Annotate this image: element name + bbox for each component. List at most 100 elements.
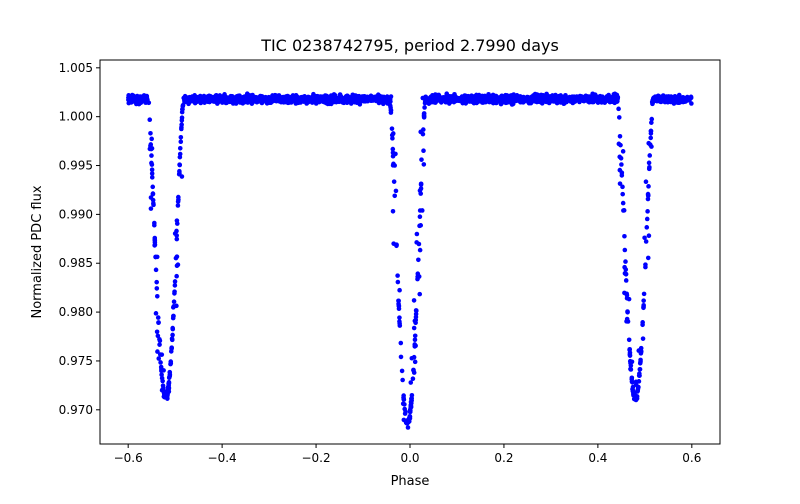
data-point — [147, 117, 153, 123]
data-point — [469, 97, 475, 103]
data-point — [631, 396, 637, 402]
data-point — [154, 279, 159, 285]
data-point — [149, 162, 155, 167]
data-point — [154, 329, 160, 335]
x-tick-label: −0.4 — [208, 451, 237, 465]
data-point — [647, 153, 653, 158]
data-point — [153, 267, 159, 273]
data-points-layer — [126, 91, 694, 430]
data-point — [645, 193, 651, 198]
data-point — [157, 342, 162, 347]
data-point — [176, 194, 181, 200]
data-point — [623, 278, 629, 283]
data-point — [180, 107, 185, 112]
data-point — [586, 99, 592, 105]
data-point — [356, 93, 362, 99]
data-point — [457, 96, 463, 102]
data-point — [398, 340, 404, 346]
data-point — [395, 273, 400, 278]
data-point — [152, 243, 157, 248]
data-point — [390, 153, 396, 159]
data-point — [626, 337, 632, 343]
data-point — [640, 320, 645, 325]
data-point — [630, 384, 636, 390]
x-tick-label: 0.2 — [494, 451, 513, 465]
y-tick-label: 0.970 — [59, 403, 93, 417]
data-point — [129, 92, 135, 98]
data-point — [392, 193, 398, 199]
data-point — [484, 99, 489, 104]
data-point — [174, 254, 180, 259]
data-point — [149, 167, 155, 172]
plot-frame — [99, 59, 721, 445]
data-point — [598, 97, 604, 102]
data-point — [256, 98, 262, 103]
data-point — [305, 100, 310, 105]
data-point — [393, 188, 399, 194]
data-point — [563, 92, 568, 98]
data-point — [638, 359, 643, 364]
data-point — [225, 95, 231, 101]
data-point — [627, 347, 632, 353]
data-point — [621, 208, 627, 213]
data-point — [665, 99, 671, 105]
data-point — [585, 94, 590, 100]
data-point — [660, 97, 666, 103]
data-point — [420, 131, 426, 137]
data-point — [435, 95, 441, 100]
data-point — [262, 95, 267, 101]
x-axis-label: Phase — [391, 474, 430, 489]
data-point — [411, 325, 417, 331]
data-point — [623, 259, 628, 264]
data-point — [155, 315, 161, 320]
data-point — [151, 201, 156, 206]
data-point — [418, 191, 424, 196]
data-point — [149, 153, 154, 158]
data-point — [177, 151, 183, 157]
data-point — [491, 98, 497, 103]
data-point — [645, 255, 651, 261]
data-point — [651, 97, 656, 103]
data-point — [157, 336, 162, 342]
data-point — [430, 93, 435, 98]
data-point — [642, 235, 647, 241]
data-point — [608, 97, 613, 103]
data-point — [655, 98, 661, 103]
data-point — [634, 394, 640, 399]
data-point — [500, 97, 505, 103]
data-point — [643, 262, 648, 267]
data-point — [390, 208, 396, 214]
data-point — [153, 311, 159, 316]
data-point — [418, 182, 424, 187]
data-point — [401, 397, 407, 402]
data-point — [646, 233, 652, 239]
data-point — [172, 279, 178, 284]
data-point — [148, 130, 153, 136]
data-point — [202, 98, 207, 103]
data-point — [400, 377, 405, 383]
x-tick-label: 0.6 — [682, 451, 701, 465]
data-point — [635, 387, 641, 392]
data-point — [620, 184, 625, 190]
data-point — [411, 298, 417, 303]
data-point — [273, 96, 279, 101]
data-point — [421, 111, 427, 116]
y-tick-label: 0.995 — [59, 159, 93, 173]
data-point — [331, 92, 337, 97]
data-point — [665, 96, 671, 102]
data-point — [415, 271, 421, 277]
data-point — [157, 352, 163, 357]
data-point — [579, 94, 584, 100]
data-point — [167, 373, 173, 379]
data-point — [415, 276, 420, 282]
data-point — [622, 247, 628, 253]
data-point — [612, 97, 617, 102]
x-tick-label: 0.4 — [588, 451, 607, 465]
data-point — [385, 101, 390, 106]
data-point — [566, 96, 571, 101]
x-tick-label: 0.0 — [400, 451, 419, 465]
y-axis-ticks: 0.970 0.975 0.980 0.985 0.990 0.995 1.000 1.005 — [59, 61, 100, 417]
data-point — [243, 99, 249, 104]
data-point — [421, 148, 426, 153]
data-point — [422, 105, 427, 110]
